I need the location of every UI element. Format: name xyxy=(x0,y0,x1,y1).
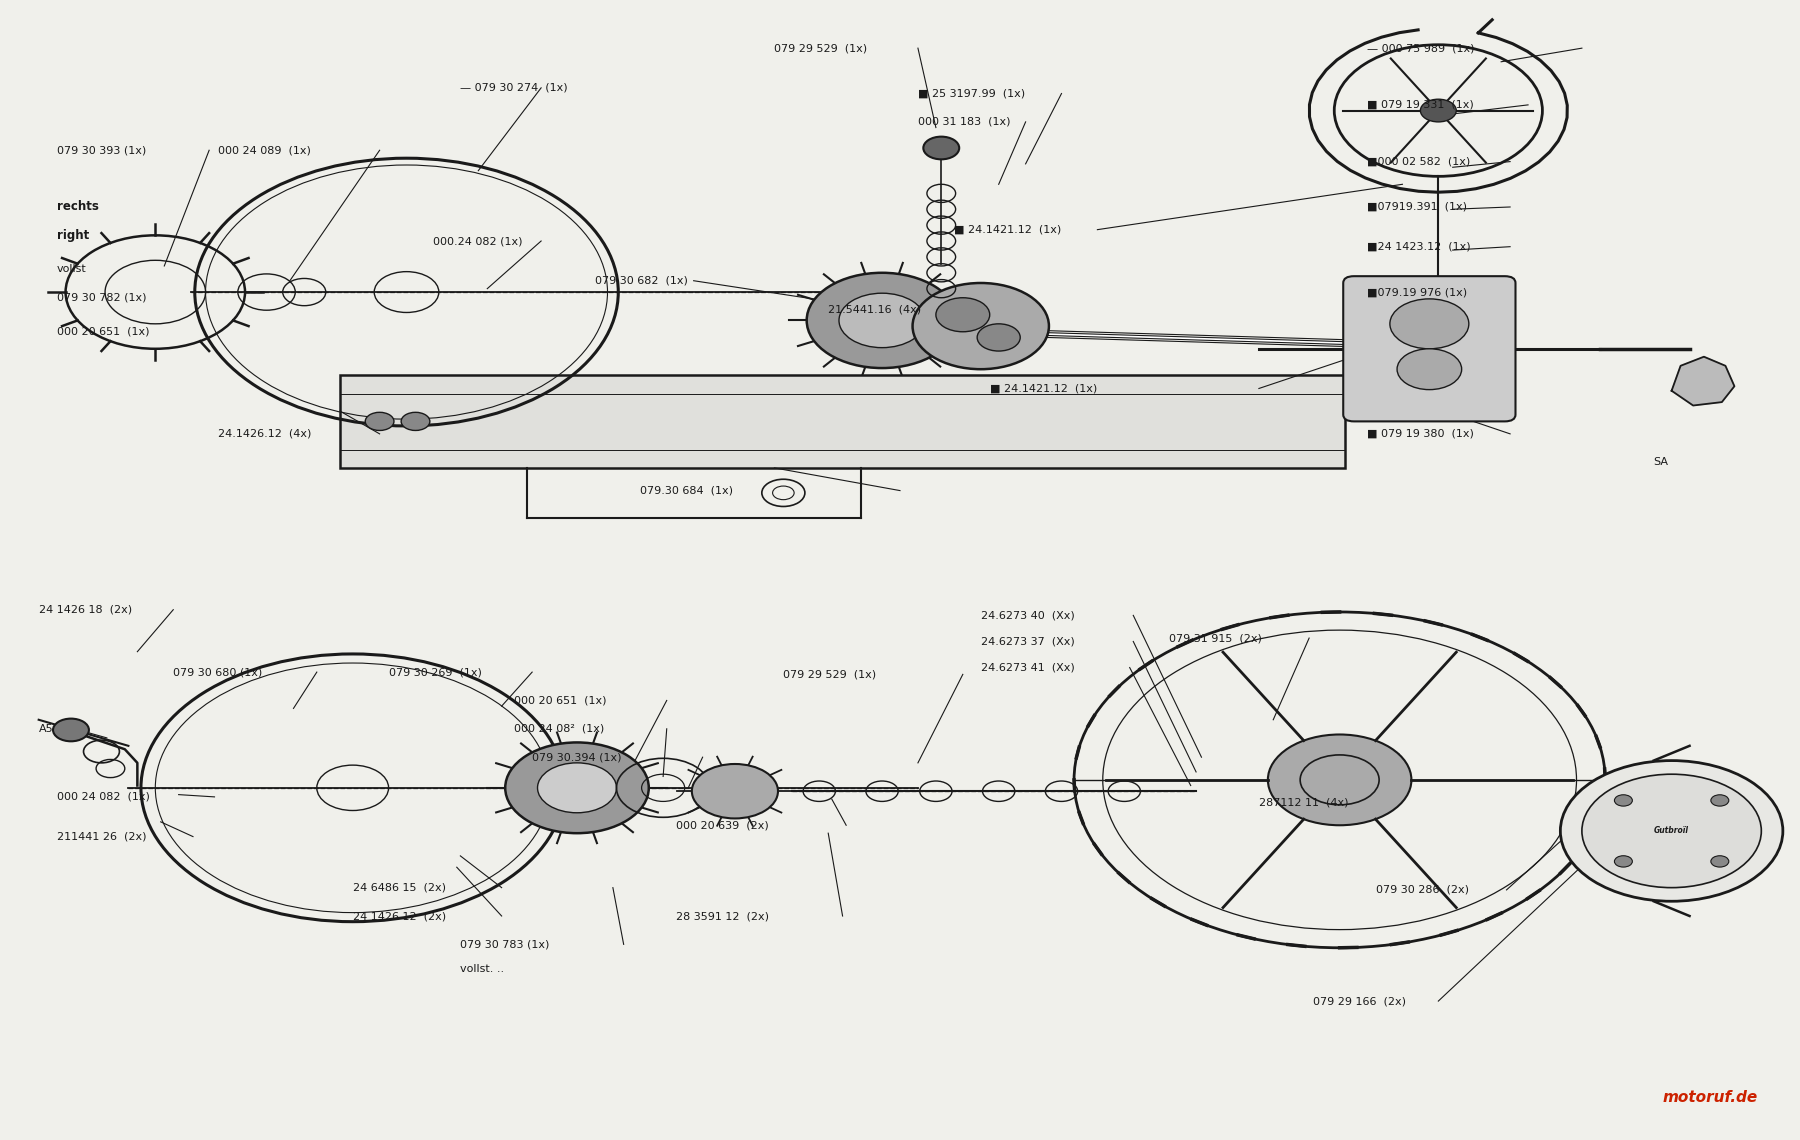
Circle shape xyxy=(365,413,394,431)
Circle shape xyxy=(52,718,88,741)
Text: 24.6273 40  (Xx): 24.6273 40 (Xx) xyxy=(981,610,1075,620)
Text: A5: A5 xyxy=(38,724,54,734)
Text: 079 30 286  (2x): 079 30 286 (2x) xyxy=(1375,885,1469,895)
Circle shape xyxy=(977,324,1021,351)
Text: Gutbroïl: Gutbroïl xyxy=(1654,826,1688,836)
Circle shape xyxy=(1582,774,1762,888)
Text: 079 30 269  (1x): 079 30 269 (1x) xyxy=(389,667,481,677)
Circle shape xyxy=(913,283,1049,369)
Circle shape xyxy=(1615,795,1633,806)
Text: ■ 079 19 380  (1x): ■ 079 19 380 (1x) xyxy=(1366,429,1474,439)
Text: 079 29 529  (1x): 079 29 529 (1x) xyxy=(783,669,877,679)
Text: 000 24 082  (1x): 000 24 082 (1x) xyxy=(56,792,149,801)
Text: ■07919.391  (1x): ■07919.391 (1x) xyxy=(1366,202,1467,212)
Text: 28 3591 12  (2x): 28 3591 12 (2x) xyxy=(675,911,769,921)
Circle shape xyxy=(1390,299,1469,349)
Circle shape xyxy=(1710,856,1728,868)
Text: 24.6273 41  (Xx): 24.6273 41 (Xx) xyxy=(981,662,1075,673)
Text: 24.6273 37  (Xx): 24.6273 37 (Xx) xyxy=(981,636,1075,646)
Text: vollst: vollst xyxy=(56,264,86,275)
Text: 000 31 183  (1x): 000 31 183 (1x) xyxy=(918,117,1010,127)
Text: 079 30 680 (1x): 079 30 680 (1x) xyxy=(173,667,263,677)
Text: ■ 25 3197.99  (1x): ■ 25 3197.99 (1x) xyxy=(918,89,1024,98)
Text: 079.30 684  (1x): 079.30 684 (1x) xyxy=(639,486,733,496)
Text: 079 29 529  (1x): 079 29 529 (1x) xyxy=(774,43,868,54)
Circle shape xyxy=(1710,795,1728,806)
Text: 079 29 166  (2x): 079 29 166 (2x) xyxy=(1312,996,1406,1007)
Text: 000.24 082 (1x): 000.24 082 (1x) xyxy=(434,236,524,246)
Text: 079 30 393 (1x): 079 30 393 (1x) xyxy=(56,145,146,155)
Text: 079 30 782 (1x): 079 30 782 (1x) xyxy=(56,293,146,303)
Text: 24 1426 12  (2x): 24 1426 12 (2x) xyxy=(353,911,446,921)
Text: 000 20 639  (2x): 000 20 639 (2x) xyxy=(675,821,769,830)
Text: 24 6486 15  (2x): 24 6486 15 (2x) xyxy=(353,882,446,893)
Text: 000 20 651  (1x): 000 20 651 (1x) xyxy=(515,695,607,706)
Text: vollst. ..: vollst. .. xyxy=(461,964,504,975)
Circle shape xyxy=(806,272,958,368)
Circle shape xyxy=(1561,760,1782,902)
Text: 21.5441.16  (4x): 21.5441.16 (4x) xyxy=(828,304,922,315)
Text: rechts: rechts xyxy=(56,201,99,213)
Text: ■000 02 582  (1x): ■000 02 582 (1x) xyxy=(1366,156,1471,166)
Circle shape xyxy=(1397,349,1462,390)
Circle shape xyxy=(1267,734,1411,825)
Text: 000 24 089  (1x): 000 24 089 (1x) xyxy=(218,145,311,155)
Text: 000 20 651  (1x): 000 20 651 (1x) xyxy=(56,327,149,336)
Circle shape xyxy=(1420,99,1456,122)
Text: SA: SA xyxy=(1654,457,1669,467)
Text: — 000 75 989  (1x): — 000 75 989 (1x) xyxy=(1366,43,1474,54)
Polygon shape xyxy=(1672,357,1735,406)
Text: ■ 24.1421.12  (1x): ■ 24.1421.12 (1x) xyxy=(954,225,1060,235)
Circle shape xyxy=(923,137,959,160)
Text: 24 1426 18  (2x): 24 1426 18 (2x) xyxy=(38,604,131,614)
Text: ■ 24.1421.12  (1x): ■ 24.1421.12 (1x) xyxy=(990,383,1096,393)
Text: — 079 30 274  (1x): — 079 30 274 (1x) xyxy=(461,83,569,92)
Circle shape xyxy=(691,764,778,819)
Text: ■24 1423.12  (1x): ■24 1423.12 (1x) xyxy=(1366,242,1471,252)
Circle shape xyxy=(1615,856,1633,868)
Circle shape xyxy=(839,293,925,348)
FancyBboxPatch shape xyxy=(1343,276,1516,422)
Text: right: right xyxy=(56,229,88,242)
Text: ■079.19 976 (1x): ■079.19 976 (1x) xyxy=(1366,287,1467,298)
Circle shape xyxy=(538,763,616,813)
Text: 24.1426.12  (4x): 24.1426.12 (4x) xyxy=(218,429,311,439)
Text: 079 30 682  (1x): 079 30 682 (1x) xyxy=(596,276,688,286)
Text: 000 24 08²  (1x): 000 24 08² (1x) xyxy=(515,724,605,734)
Text: 211441 26  (2x): 211441 26 (2x) xyxy=(56,831,146,841)
Text: 079 31 915  (2x): 079 31 915 (2x) xyxy=(1170,633,1262,643)
Bar xyxy=(340,375,1345,467)
Text: 079 30 783 (1x): 079 30 783 (1x) xyxy=(461,939,549,950)
Circle shape xyxy=(936,298,990,332)
Text: ■ 079 19 331  (1x): ■ 079 19 331 (1x) xyxy=(1366,100,1474,109)
Text: motoruf.de: motoruf.de xyxy=(1663,1091,1759,1106)
Circle shape xyxy=(506,742,648,833)
Text: 079 30.394 (1x): 079 30.394 (1x) xyxy=(533,752,621,763)
Text: 287112 11  (4x): 287112 11 (4x) xyxy=(1258,798,1348,807)
Circle shape xyxy=(401,413,430,431)
